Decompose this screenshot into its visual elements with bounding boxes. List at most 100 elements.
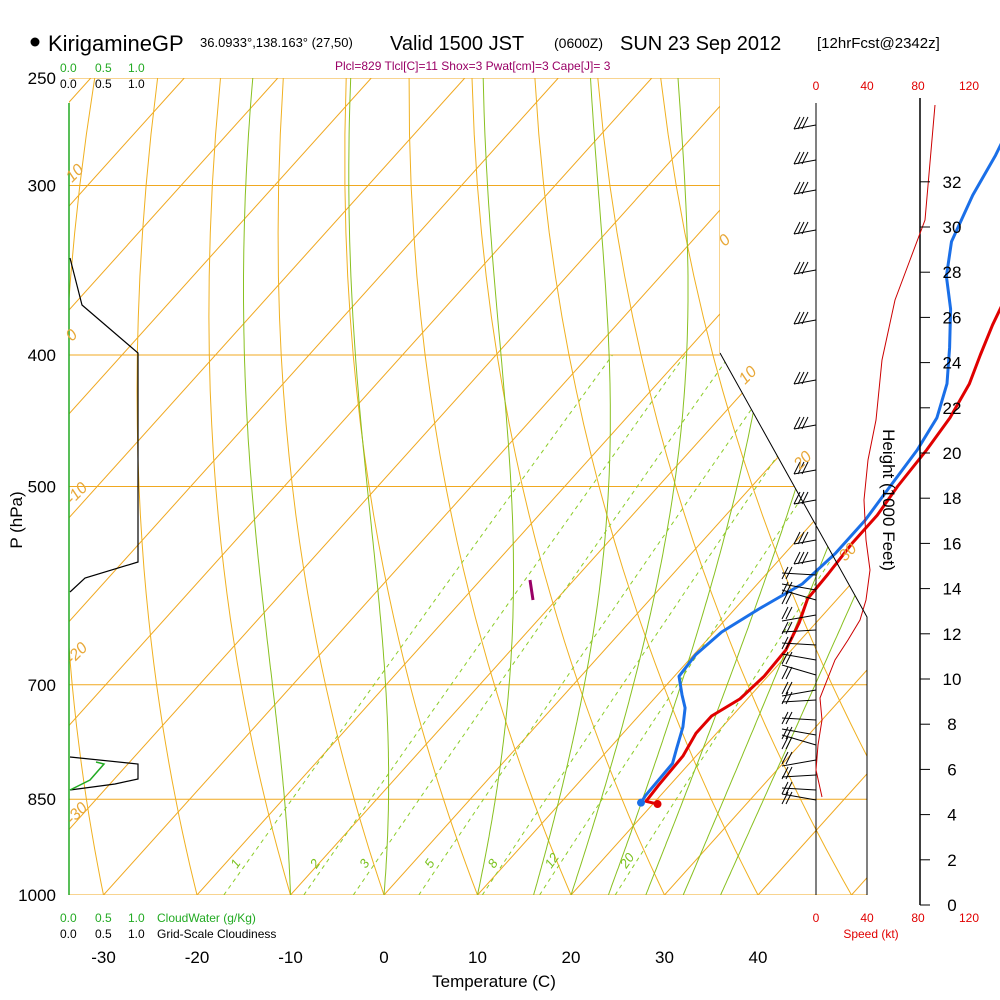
cloudwater-tick-top-05: 0.5: [95, 61, 112, 75]
height-tick-label: 14: [943, 580, 962, 599]
wind-barb-flag: [781, 791, 789, 805]
wind-barb-flag: [793, 416, 801, 430]
wind-barb-flag: [793, 461, 801, 475]
wind-barb-flag: [785, 751, 793, 765]
height-tick-label: 28: [943, 263, 962, 282]
speed-tick-bot-120: 120: [959, 911, 979, 925]
cloudwater-tick-top-1: 1.0: [128, 61, 145, 75]
speed-tick-top-80: 80: [911, 79, 925, 93]
height-tick-label: 32: [943, 173, 962, 192]
pressure-tick-label: 1000: [18, 886, 56, 905]
wind-barb-flag: [801, 311, 809, 325]
y-axis-label: P (hPa): [7, 491, 26, 548]
isotherm-line: [69, 78, 372, 895]
wind-barb-flag: [797, 151, 805, 165]
wind-barb: [781, 572, 817, 576]
wind-barb-flag: [785, 691, 793, 705]
wind-barb-flag: [797, 461, 805, 475]
height-tick-label: 20: [943, 444, 962, 463]
lcl-marker: [528, 579, 535, 601]
wind-barb-flag: [797, 531, 805, 545]
dry-adiabat: [534, 78, 759, 895]
dry-adiabat: [208, 78, 291, 895]
wind-barb-flag: [797, 116, 805, 130]
wind-barb-flag: [781, 566, 789, 580]
height-tick-label: 2: [947, 851, 956, 870]
temperature-tick-label: 30: [655, 948, 674, 967]
wind-barb-flag: [781, 711, 789, 725]
wind-barb-flag: [781, 651, 789, 665]
wind-barb-flag: [801, 531, 809, 545]
cloudwater-tick-bot-05: 0.5: [95, 911, 112, 925]
wind-barb-flag: [781, 666, 789, 680]
wind-barb-flag: [793, 261, 801, 275]
wind-barb: [793, 229, 817, 235]
pressure-tick-label: 300: [28, 176, 56, 195]
cloudwater-tick-bot-1: 1.0: [128, 911, 145, 925]
cloudiness-panel: 0.0 0.5 1.0 0.0 0.5 1.0 0.0 0.5 1.0 Clou…: [60, 61, 276, 941]
height-tick-label: 30: [943, 218, 962, 237]
wind-barb: [781, 589, 817, 601]
mixing-ratio-line: [418, 354, 790, 895]
wind-barb: [781, 642, 817, 646]
wind-barb: [793, 424, 817, 430]
wind-barb-flag: [797, 371, 805, 385]
station-coords: 36.0933°,138.163° (27,50): [200, 35, 353, 50]
dewpoint-surface-point: [637, 798, 646, 807]
wind-barb-flag: [801, 551, 809, 565]
temperature-tick-label: 20: [562, 948, 581, 967]
wind-barb-flag: [785, 636, 793, 650]
wind-barb-flag: [781, 681, 789, 695]
dry-adiabat: [660, 78, 867, 895]
wind-barb-flag: [781, 606, 789, 620]
height-tick-label: 6: [947, 760, 956, 779]
wind-barb: [781, 759, 817, 767]
wind-barb-flag: [793, 311, 801, 325]
pressure-tick-label: 400: [28, 346, 56, 365]
wind-barb-flag: [793, 151, 801, 165]
wind-barb-flag: [801, 461, 809, 475]
dry-adiabat: [69, 78, 104, 895]
isotherm-line: [290, 78, 867, 895]
mixing-ratio-line: [614, 354, 867, 895]
height-axis-label: Height (1000 Feet): [879, 429, 898, 571]
valid-time: Valid 1500 JST: [390, 33, 524, 55]
wind-barb-flag: [785, 651, 793, 665]
wind-barb-flag: [793, 116, 801, 130]
stability-indices: Plcl=829 Tlcl[C]=11 Shox=3 Pwat[cm]=3 Ca…: [335, 59, 611, 73]
isotherm-line: [383, 78, 867, 895]
isotherm-line: [69, 78, 653, 895]
wind-barb-flag: [785, 621, 793, 635]
cloudwater-tick-top-0: 0.0: [60, 61, 77, 75]
cloudiness-tick-top-1: 1.0: [128, 77, 145, 91]
wind-barb: [781, 614, 817, 622]
temperature-tick-label: -10: [278, 948, 303, 967]
isotherm-line: [69, 78, 279, 895]
wind-barb: [781, 653, 817, 661]
wind-barb-flag: [785, 726, 793, 740]
wind-barb-flag: [797, 416, 805, 430]
height-tick-label: 10: [943, 670, 962, 689]
dry-adiabat: [471, 78, 665, 895]
wind-barb: [793, 539, 817, 545]
wind-barb-flag: [781, 691, 789, 705]
cloudiness-label: Grid-Scale Cloudiness: [157, 927, 276, 941]
wind-barb-flag: [785, 606, 793, 620]
wind-barb-flag: [801, 261, 809, 275]
wind-barb-flag: [785, 781, 793, 795]
cloudiness-tick-bot-0: 0.0: [60, 927, 77, 941]
height-tick-label: 22: [943, 399, 962, 418]
pressure-tick-label: 700: [28, 676, 56, 695]
height-tick-label: 4: [947, 806, 956, 825]
height-tick-label: 18: [943, 489, 962, 508]
pressure-tick-label: 250: [28, 69, 56, 88]
pressure-axis: 250 300 400 500 700 850 1000: [18, 69, 56, 905]
mixing-ratio-line: [223, 354, 613, 895]
temperature-axis: -30 -20 -10 0 10 20 30 40: [91, 948, 767, 967]
dry-adiabat: [408, 78, 572, 895]
height-tick-label: 24: [943, 354, 962, 373]
speed-label: Speed (kt): [843, 927, 898, 941]
wind-barb: [781, 717, 817, 721]
